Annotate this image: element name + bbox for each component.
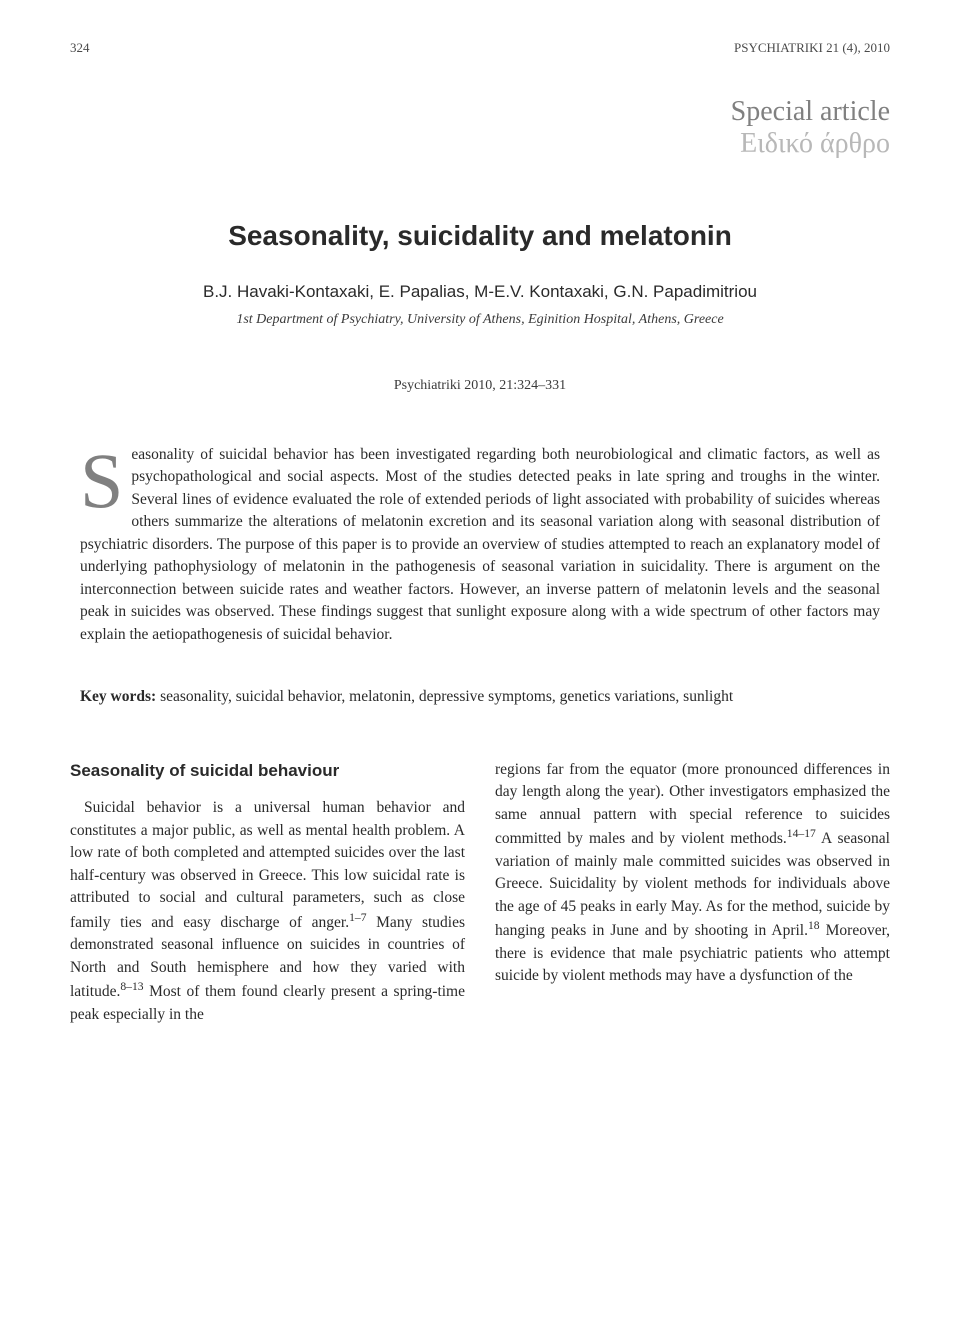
journal-reference: PSYCHIATRIKI 21 (4), 2010: [734, 40, 890, 56]
left-column: Seasonality of suicidal behaviour Suicid…: [70, 759, 465, 1027]
right-column-paragraph: regions far from the equator (more prono…: [495, 759, 890, 988]
affiliation-line: 1st Department of Psychiatry, University…: [70, 312, 890, 328]
abstract-text: easonality of suicidal behavior has been…: [80, 446, 880, 643]
section-heading: Seasonality of suicidal behaviour: [70, 759, 465, 784]
citation-superscript: 8–13: [120, 980, 143, 993]
citation-superscript: 1–7: [349, 911, 366, 924]
authors-line: B.J. Havaki-Kontaxaki, E. Papalias, M-E.…: [70, 282, 890, 302]
citation-line: Psychiatriki 2010, 21:324–331: [70, 378, 890, 394]
abstract-block: Seasonality of suicidal behavior has bee…: [80, 444, 880, 646]
running-head: 324 PSYCHIATRIKI 21 (4), 2010: [70, 40, 890, 56]
drop-cap: S: [80, 444, 131, 514]
article-title: Seasonality, suicidality and melatonin: [70, 220, 890, 252]
keywords-label: Key words:: [80, 688, 156, 705]
body-text-segment: Suicidal behavior is a universal human b…: [70, 799, 465, 931]
article-type-english: Special article: [70, 96, 890, 128]
left-column-paragraph: Suicidal behavior is a universal human b…: [70, 797, 465, 1026]
page-number: 324: [70, 40, 90, 56]
article-type-block: Special article Ειδικό άρθρο: [70, 96, 890, 160]
keywords-block: Key words: seasonality, suicidal behavio…: [80, 686, 880, 708]
right-column: regions far from the equator (more prono…: [495, 759, 890, 1027]
citation-superscript: 18: [808, 919, 820, 932]
body-columns: Seasonality of suicidal behaviour Suicid…: [70, 759, 890, 1027]
keywords-text: seasonality, suicidal behavior, melatoni…: [156, 688, 733, 705]
citation-superscript: 14–17: [787, 827, 816, 840]
article-type-greek: Ειδικό άρθρο: [70, 128, 890, 160]
